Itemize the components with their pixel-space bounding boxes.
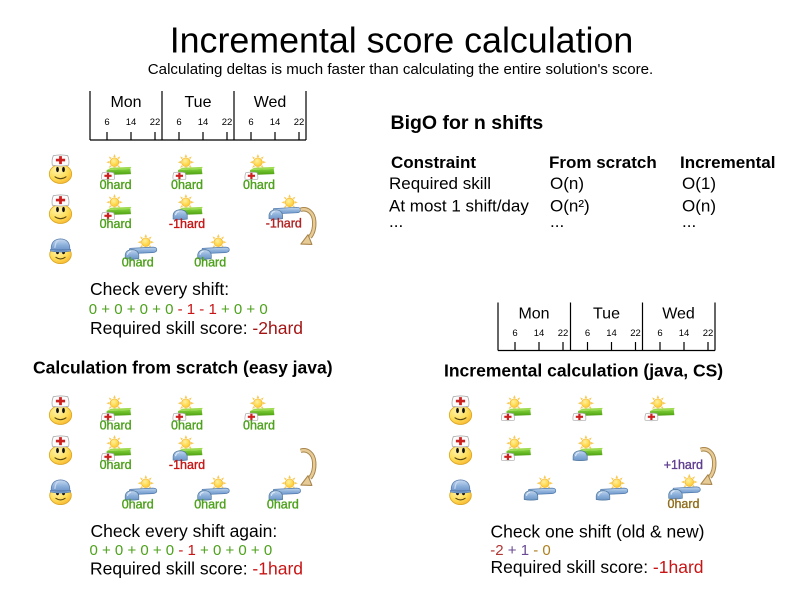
svg-text:0hard: 0hard <box>194 256 226 270</box>
svg-text:22: 22 <box>150 117 161 128</box>
svg-text:6: 6 <box>176 117 181 128</box>
svg-text:Wed: Wed <box>254 94 287 111</box>
svg-text:Required skill: Required skill <box>389 174 491 193</box>
svg-text:22: 22 <box>222 117 233 128</box>
svg-text:Incremental: Incremental <box>680 153 775 172</box>
svg-text:Calculating deltas is much fas: Calculating deltas is much faster than c… <box>148 61 653 78</box>
svg-text:-1hard: -1hard <box>169 458 205 472</box>
svg-text:Check every shift:: Check every shift: <box>90 279 229 299</box>
svg-text:Incremental score calculation: Incremental score calculation <box>170 21 634 61</box>
svg-text:0 + 0 + 0 + 0 - 1 + 0 + 0 + 0: 0 + 0 + 0 + 0 - 1 + 0 + 0 + 0 <box>90 542 273 559</box>
svg-text:0hard: 0hard <box>100 217 132 231</box>
svg-text:Tue: Tue <box>185 94 212 111</box>
svg-text:0hard: 0hard <box>100 458 132 472</box>
svg-text:22: 22 <box>630 328 641 339</box>
svg-text:Check one shift (old & new): Check one shift (old & new) <box>491 521 705 541</box>
svg-text:...: ... <box>682 212 696 231</box>
svg-text:0hard: 0hard <box>171 178 203 192</box>
svg-text:6: 6 <box>248 117 253 128</box>
svg-text:Mon: Mon <box>110 94 141 111</box>
svg-text:0hard: 0hard <box>122 498 154 512</box>
svg-text:-1hard: -1hard <box>266 217 302 231</box>
svg-text:At most 1 shift/day: At most 1 shift/day <box>389 196 529 215</box>
svg-text:6: 6 <box>657 328 662 339</box>
svg-text:14: 14 <box>198 117 209 128</box>
svg-text:-1hard: -1hard <box>169 217 205 231</box>
svg-text:0hard: 0hard <box>100 178 132 192</box>
svg-text:Required skill score: -1hard: Required skill score: -1hard <box>491 557 704 577</box>
svg-text:-2 + 1 - 0: -2 + 1 - 0 <box>490 542 550 559</box>
svg-text:0hard: 0hard <box>122 256 154 270</box>
svg-text:From scratch: From scratch <box>549 153 657 172</box>
svg-text:...: ... <box>550 212 564 231</box>
svg-text:22: 22 <box>294 117 305 128</box>
svg-text:Check every shift again:: Check every shift again: <box>91 521 278 541</box>
svg-text:6: 6 <box>104 117 109 128</box>
svg-text:0hard: 0hard <box>243 178 275 192</box>
svg-text:...: ... <box>389 212 403 231</box>
svg-text:Required skill score: -1hard: Required skill score: -1hard <box>90 558 303 578</box>
svg-text:Mon: Mon <box>518 306 549 323</box>
svg-text:O(n): O(n) <box>682 196 716 215</box>
svg-text:0hard: 0hard <box>171 418 203 432</box>
svg-text:Wed: Wed <box>662 306 695 323</box>
svg-text:+1hard: +1hard <box>664 458 703 472</box>
svg-text:22: 22 <box>558 328 569 339</box>
svg-text:0hard: 0hard <box>100 418 132 432</box>
svg-text:14: 14 <box>270 117 281 128</box>
svg-text:0hard: 0hard <box>194 498 226 512</box>
svg-text:0hard: 0hard <box>668 497 700 511</box>
svg-text:Calculation from scratch (easy: Calculation from scratch (easy java) <box>33 358 333 378</box>
svg-text:Tue: Tue <box>593 306 620 323</box>
svg-text:O(n²): O(n²) <box>550 196 590 215</box>
svg-text:BigO for n shifts: BigO for n shifts <box>391 112 544 134</box>
svg-text:Incremental calculation (java,: Incremental calculation (java, CS) <box>444 361 723 381</box>
svg-text:14: 14 <box>534 328 545 339</box>
svg-text:0hard: 0hard <box>267 498 299 512</box>
svg-text:0 + 0 + 0 + 0 - 1 - 1 + 0 + 0: 0 + 0 + 0 + 0 - 1 - 1 + 0 + 0 <box>89 301 268 318</box>
svg-text:22: 22 <box>703 328 714 339</box>
svg-text:O(1): O(1) <box>682 174 716 193</box>
svg-text:14: 14 <box>679 328 690 339</box>
svg-text:6: 6 <box>512 328 517 339</box>
svg-text:Required skill score: -2hard: Required skill score: -2hard <box>90 318 303 338</box>
svg-text:O(n): O(n) <box>550 174 584 193</box>
svg-text:14: 14 <box>606 328 617 339</box>
svg-text:Constraint: Constraint <box>391 153 476 172</box>
svg-text:0hard: 0hard <box>243 418 275 432</box>
svg-text:6: 6 <box>585 328 590 339</box>
svg-text:14: 14 <box>126 117 137 128</box>
